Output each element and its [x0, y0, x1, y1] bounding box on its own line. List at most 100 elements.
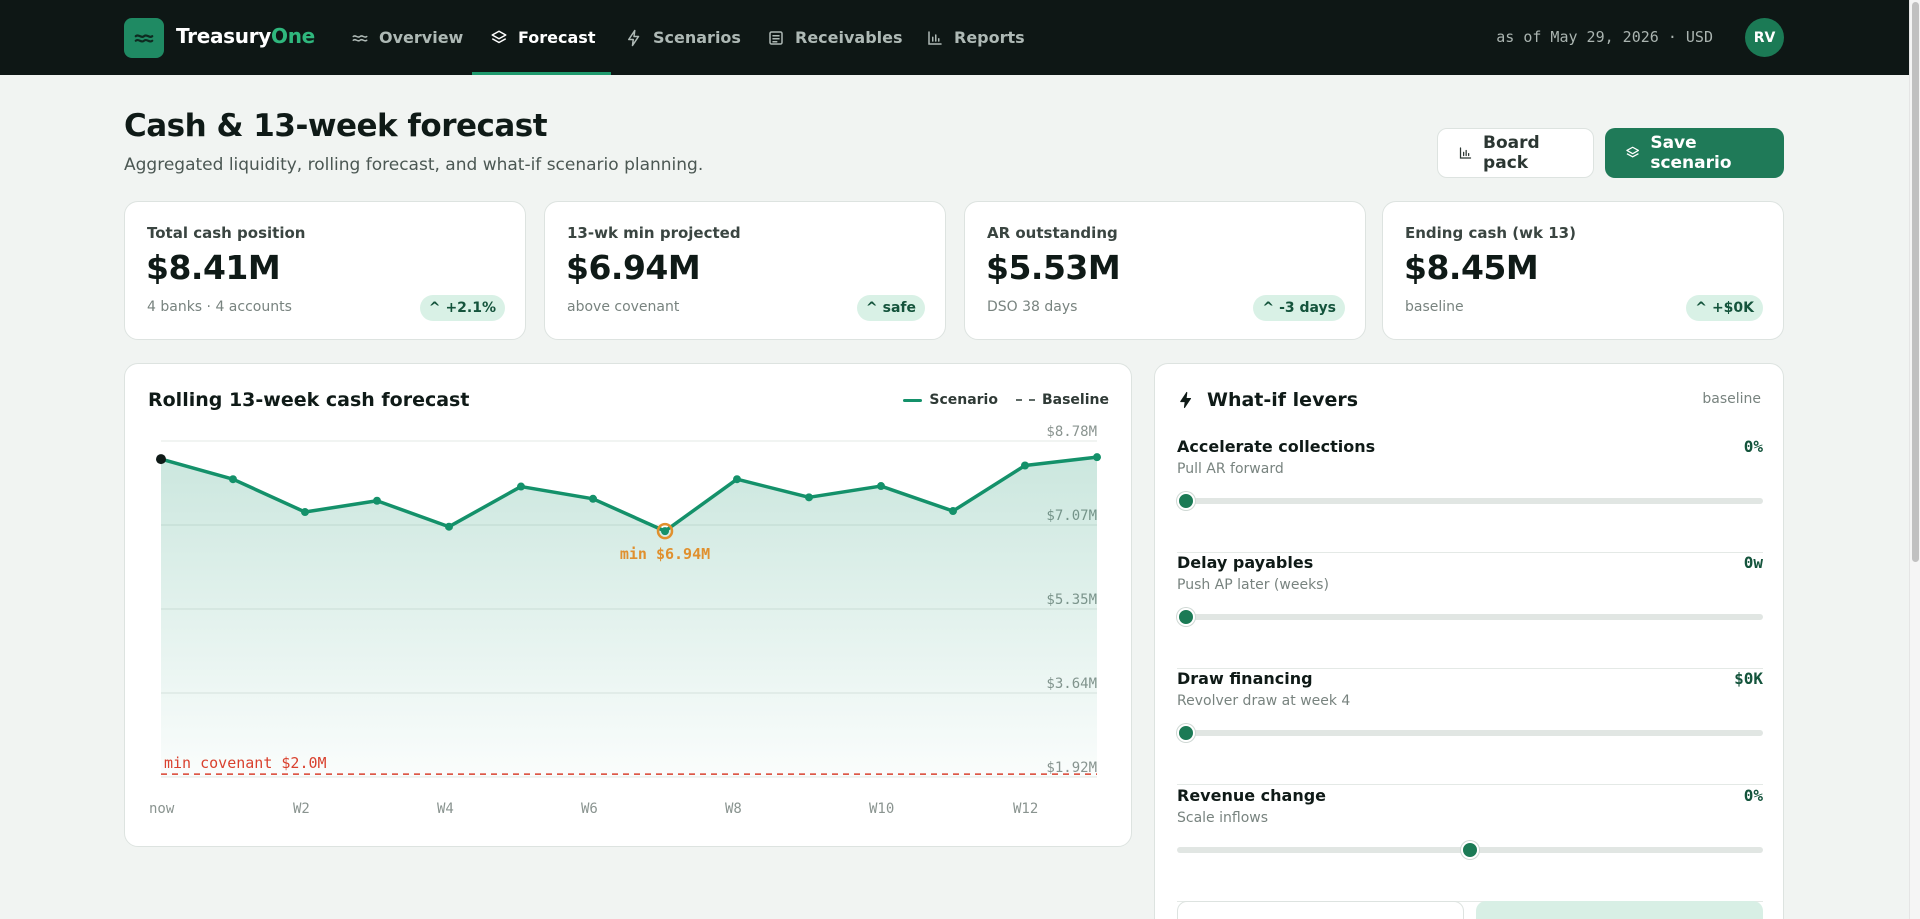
lever-name: Delay payables: [1177, 553, 1314, 572]
data-point: [301, 508, 309, 517]
nav-label: Scenarios: [653, 28, 741, 47]
what-if-levers-panel: What-if levers baseline Accelerate colle…: [1154, 363, 1784, 919]
min-label: min $6.94M: [620, 545, 710, 563]
brand-accent: One: [271, 24, 315, 48]
kpi-value: $6.94M: [566, 248, 701, 287]
caret-up-icon: ^: [1695, 300, 1707, 316]
legend-label: Scenario: [929, 392, 998, 408]
slider-track[interactable]: [1177, 498, 1763, 504]
slider-thumb[interactable]: [1177, 608, 1195, 626]
lever-name: Accelerate collections: [1177, 437, 1376, 456]
min-marker: [656, 522, 674, 540]
kpi-badge-text: -3 days: [1279, 300, 1336, 316]
kpi-badge: ^ safe: [856, 295, 925, 321]
lever-delay-payables: Delay payables Push AP later (weeks) 0w: [1177, 553, 1763, 669]
x-tick-label: W2: [293, 801, 310, 817]
slider-thumb[interactable]: [1461, 841, 1479, 859]
receipt-icon: [769, 30, 783, 45]
nav-item-overview[interactable]: Overview: [351, 0, 463, 75]
kpi-card-ending-cash: Ending cash (wk 13) $8.45M baseline ^ +$0…: [1382, 201, 1784, 340]
caret-up-icon: ^: [1262, 300, 1275, 316]
kpi-label: 13-wk min projected: [567, 224, 741, 242]
data-point: [517, 482, 525, 491]
kpi-badge-text: safe: [882, 300, 916, 316]
reset-levers-button[interactable]: [1177, 901, 1464, 919]
data-point: [229, 475, 237, 484]
page-scrollbar[interactable]: [1909, 0, 1920, 919]
scrollbar-thumb[interactable]: [1912, 2, 1919, 562]
bolt-icon: [1180, 391, 1192, 409]
board-pack-button[interactable]: Board pack: [1437, 128, 1594, 178]
data-point: [805, 493, 813, 502]
slider-track[interactable]: [1177, 614, 1763, 620]
lever-desc: Revolver draw at week 4: [1177, 693, 1351, 709]
kpi-card-total-cash: Total cash position $8.41M 4 banks · 4 a…: [124, 201, 526, 340]
save-scenario-button[interactable]: Save scenario: [1605, 128, 1784, 178]
avatar[interactable]: RV: [1745, 18, 1784, 57]
x-tick-label: W10: [869, 801, 894, 817]
lever-value: $0K: [1734, 669, 1763, 688]
data-point: [661, 527, 669, 536]
nav-item-forecast[interactable]: Forecast: [471, 0, 613, 75]
wave-icon: [352, 34, 368, 42]
kpi-note: above covenant: [567, 299, 680, 315]
slider-thumb[interactable]: [1177, 724, 1195, 742]
brand-name[interactable]: TreasuryOne: [176, 24, 315, 48]
kpi-card-min-projected: 13-wk min projected $6.94M above covenan…: [544, 201, 946, 340]
lever-value: 0%: [1743, 437, 1763, 456]
legend-item-scenario[interactable]: Scenario: [903, 392, 998, 408]
kpi-value: $8.45M: [1404, 248, 1539, 287]
chart-title: Rolling 13-week cash forecast: [148, 389, 470, 411]
covenant-label: min covenant $2.0M: [164, 754, 327, 772]
kpi-label: Ending cash (wk 13): [1405, 224, 1576, 242]
legend-label: Baseline: [1041, 392, 1109, 408]
x-tick-label: W12: [1013, 801, 1038, 817]
page-title: Cash & 13-week forecast: [124, 108, 548, 144]
kpi-badge: ^ +2.1%: [419, 295, 505, 321]
kpi-note: baseline: [1405, 299, 1464, 315]
lever-value: 0w: [1743, 553, 1763, 572]
bar-chart-icon: [1459, 147, 1472, 159]
slider-track[interactable]: [1177, 730, 1763, 736]
kpi-note: 4 banks · 4 accounts: [147, 299, 292, 315]
nav-item-reports[interactable]: Reports: [926, 0, 1025, 75]
data-point: [1021, 461, 1029, 470]
kpi-badge-text: +$0K: [1711, 300, 1754, 316]
levers-header: What-if levers: [1177, 389, 1358, 411]
as-of-date: as of May 29, 2026 · USD: [1496, 28, 1713, 46]
board-pack-label: Board pack: [1483, 133, 1540, 173]
data-point: [877, 482, 885, 491]
nav-item-scenarios[interactable]: Scenarios: [625, 0, 741, 75]
caret-up-icon: ^: [865, 300, 878, 316]
scenario-tag: baseline: [1702, 391, 1761, 407]
slider-thumb[interactable]: [1177, 492, 1195, 510]
kpi-label: Total cash position: [147, 224, 306, 242]
kpi-note: DSO 38 days: [987, 299, 1078, 315]
lever-name: Draw financing: [1177, 669, 1313, 688]
x-tick-label: W6: [581, 801, 598, 817]
nav-item-receivables[interactable]: Receivables: [767, 0, 903, 75]
lever-accelerate-collections: Accelerate collections Pull AR forward 0…: [1177, 437, 1763, 553]
page-subtitle: Aggregated liquidity, rolling forecast, …: [124, 155, 704, 175]
lever-name: Revenue change: [1177, 786, 1327, 805]
kpi-card-ar-outstanding: AR outstanding $5.53M DSO 38 days ^ -3 da…: [964, 201, 1366, 340]
x-tick-label: now: [149, 801, 175, 817]
chart-legend: Scenario Baseline: [903, 392, 1109, 408]
wave-logo-icon: [134, 34, 154, 43]
legend-item-baseline[interactable]: Baseline: [1015, 392, 1109, 408]
logo[interactable]: [124, 18, 164, 58]
lever-revenue-change: Revenue change Scale inflows 0%: [1177, 786, 1763, 902]
lever-desc: Scale inflows: [1177, 810, 1269, 826]
data-point: [156, 454, 166, 465]
nav-label: Forecast: [518, 28, 596, 47]
apply-scenario-button[interactable]: [1476, 901, 1763, 919]
nav-label: Receivables: [795, 28, 903, 47]
forecast-chart: $8.78M$7.07M$5.35M$3.64M$1.92MnowW2W4W6W…: [149, 424, 1101, 817]
save-scenario-label: Save scenario: [1650, 133, 1732, 173]
data-point: [1093, 453, 1101, 462]
data-point: [445, 522, 453, 531]
levers-title: What-if levers: [1207, 389, 1359, 411]
caret-up-icon: ^: [428, 300, 441, 316]
kpi-value: $8.41M: [146, 248, 281, 287]
scenario-area: [161, 457, 1097, 777]
